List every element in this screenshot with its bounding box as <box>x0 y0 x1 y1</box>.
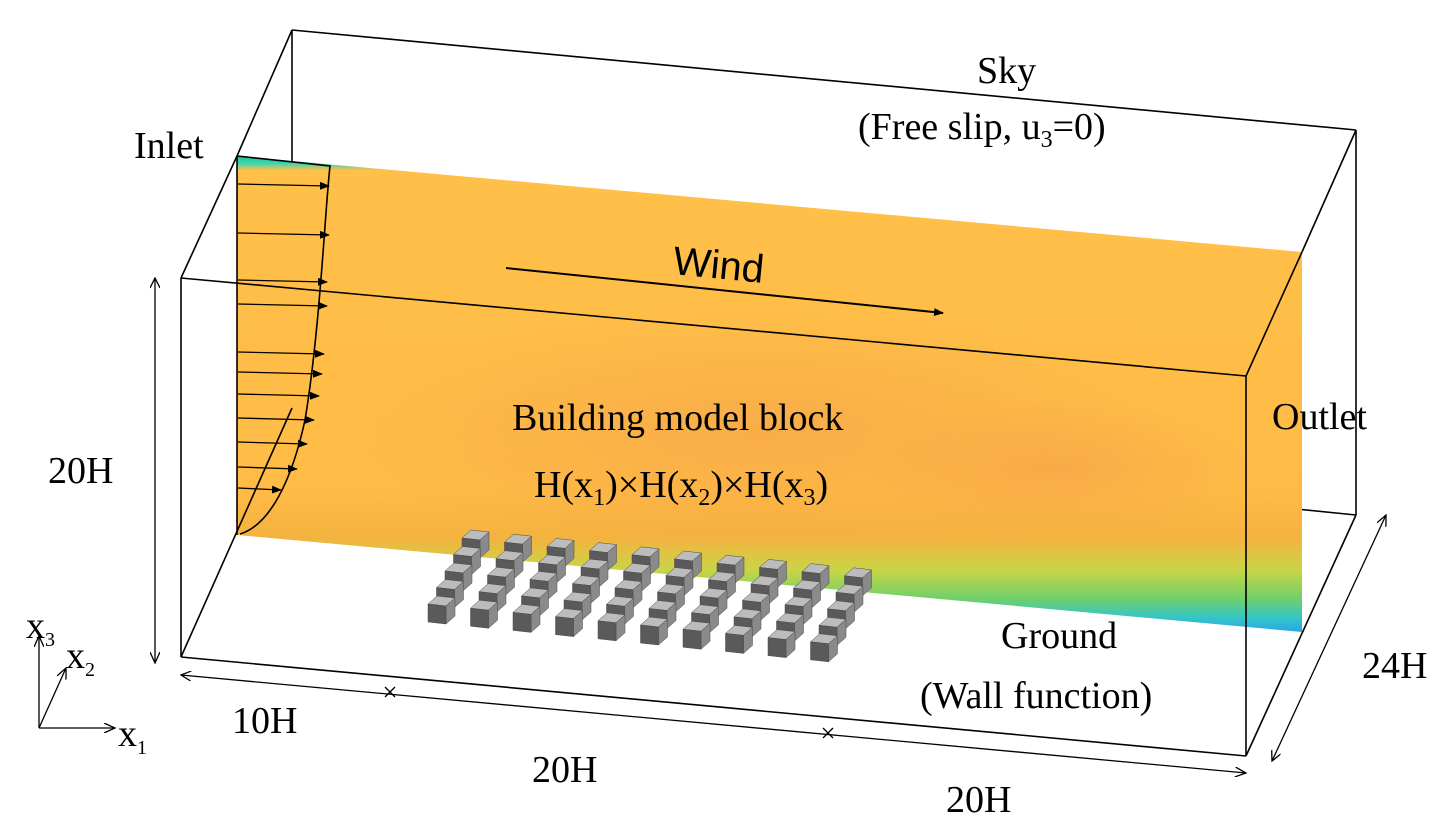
height-label: 20H <box>48 450 113 492</box>
ground-condition-label: (Wall function) <box>920 675 1152 717</box>
inlet-arrow <box>237 277 328 286</box>
building-cube <box>767 629 796 659</box>
building-cube <box>554 608 584 638</box>
building-cube <box>682 620 711 650</box>
building-array <box>427 529 873 663</box>
length-block-label: 20H <box>532 749 597 791</box>
building-cube <box>469 599 499 629</box>
building-cube <box>724 625 754 654</box>
building-cube <box>597 612 626 642</box>
building-cube <box>461 529 490 559</box>
wind-arrow <box>505 267 944 317</box>
depth-label: 24H <box>1362 645 1427 687</box>
building-cube <box>427 595 456 625</box>
length-dimension <box>181 675 1246 773</box>
sky-condition-label: (Free slip, u3=0) <box>858 106 1106 153</box>
axis-x2-label: x2 <box>66 635 95 681</box>
inlet-arrow <box>237 301 328 310</box>
inlet-arrows <box>237 181 330 494</box>
inlet-arrow <box>237 369 323 378</box>
inlet-arrow <box>237 391 320 400</box>
inlet-arrow <box>237 464 298 473</box>
inlet-velocity-profile <box>236 155 331 535</box>
axis-x1-label: x1 <box>118 713 147 759</box>
inlet-arrow <box>237 485 282 494</box>
building-cube <box>809 633 839 663</box>
coordinate-axes <box>39 636 115 728</box>
length-upstream-label: 10H <box>232 700 297 742</box>
inlet-arrow <box>237 181 330 190</box>
length-downstream-label: 20H <box>946 779 1011 817</box>
building-cube <box>639 616 669 646</box>
building-title-label: Building model block <box>512 397 843 439</box>
axis-x3-label: x3 <box>26 605 55 651</box>
wind-label: Wind <box>671 239 766 292</box>
inlet-arrow <box>237 349 325 358</box>
inlet-arrow <box>237 230 330 239</box>
depth-dimension <box>1272 515 1386 761</box>
inlet-arrow <box>237 415 315 424</box>
building-dims-label: H(x1)×H(x2)×H(x3) <box>534 464 828 511</box>
length-dimension-ticks <box>384 686 834 739</box>
building-cube <box>512 604 541 633</box>
inlet-label: Inlet <box>134 125 204 167</box>
ground-label: Ground <box>1001 615 1117 657</box>
sky-label: Sky <box>977 50 1036 92</box>
velocity-contour-plane <box>237 156 1302 632</box>
outlet-label: Outlet <box>1272 396 1367 438</box>
inlet-arrow <box>237 439 308 448</box>
